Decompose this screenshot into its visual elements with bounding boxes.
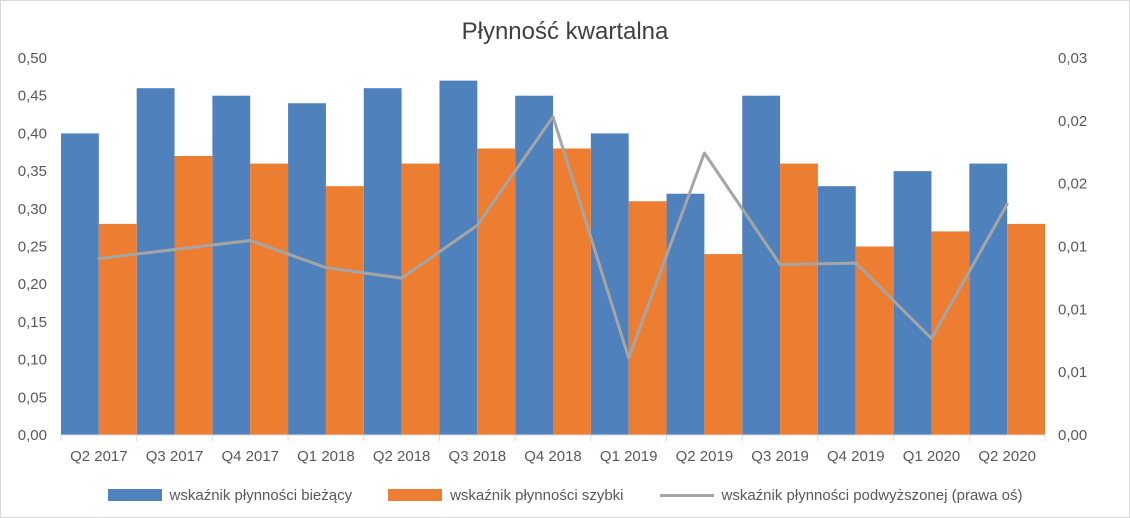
y-right-tick-label: 0,03	[1058, 50, 1087, 67]
bar-current	[893, 171, 932, 435]
legend-swatch-current	[107, 489, 162, 501]
bar-quick	[477, 148, 516, 436]
y-left-tick-label: 0,10	[18, 352, 47, 369]
bar-current	[136, 88, 175, 435]
bar-current	[61, 133, 99, 435]
y-right-tick-label: 0,01	[1058, 364, 1087, 381]
bar-quick	[780, 163, 818, 435]
x-tick-label: Q3 2019	[751, 448, 809, 465]
y-right-tick-label: 0,01	[1058, 239, 1087, 256]
y-right-tick-label: 0,00	[1058, 427, 1087, 444]
x-tick-label: Q2 2019	[676, 448, 734, 465]
x-tick-label: Q2 2017	[70, 448, 128, 465]
bar-quick	[553, 148, 591, 436]
bar-current	[439, 80, 478, 436]
bar-current	[590, 133, 629, 435]
y-left-tick-label: 0,05	[18, 389, 47, 406]
legend-label-quick: wskaźnik płynności szybki	[450, 486, 624, 504]
x-tick-label: Q4 2017	[221, 448, 279, 465]
line-layer	[97, 115, 1009, 360]
y-left-tick-label: 0,15	[18, 314, 47, 331]
y-left-tick-label: 0,45	[18, 88, 47, 105]
x-tick-label: Q3 2018	[449, 448, 507, 465]
x-tick-label: Q2 2020	[978, 448, 1036, 465]
y-left-tick-label: 0,50	[18, 50, 47, 67]
x-tick-label: Q1 2020	[903, 448, 961, 465]
bar-current	[742, 95, 781, 435]
bar-current	[288, 103, 326, 436]
y-right-tick-label: 0,02	[1058, 113, 1087, 130]
legend: wskaźnik płynności bieżący wskaźnik płyn…	[0, 482, 1130, 508]
legend-swatch-increased	[659, 493, 714, 497]
y-left-tick-label: 0,35	[18, 163, 47, 180]
legend-item-current: wskaźnik płynności bieżący	[107, 486, 353, 504]
bar-quick	[325, 186, 364, 435]
y-right-tick-label: 0,02	[1058, 176, 1087, 193]
bar-quick	[628, 201, 667, 435]
legend-label-current: wskaźnik płynności bieżący	[169, 486, 353, 504]
y-left-tick-label: 0,40	[18, 125, 47, 142]
x-tick-label: Q3 2017	[146, 448, 204, 465]
y-left-tick-label: 0,00	[18, 427, 47, 444]
bar-current	[363, 88, 402, 435]
bar-quick	[855, 246, 894, 435]
y-right-tick-label: 0,01	[1058, 301, 1087, 318]
bar-quick	[250, 163, 289, 435]
legend-swatch-quick	[388, 489, 443, 501]
x-tick-label: Q2 2018	[373, 448, 431, 465]
y-left-tick-label: 0,30	[18, 201, 47, 218]
bar-quick	[174, 156, 213, 435]
x-tick-label: Q1 2018	[297, 448, 355, 465]
y-left-tick-label: 0,20	[18, 276, 47, 293]
bar-current	[515, 95, 553, 435]
bar-quick	[704, 254, 743, 435]
legend-item-quick: wskaźnik płynności szybki	[388, 486, 624, 504]
bars-layer	[61, 80, 1045, 436]
bar-current	[212, 95, 251, 435]
chart-title: Płynność kwartalna	[461, 18, 669, 45]
bar-quick	[1007, 223, 1045, 435]
x-tick-label: Q4 2018	[524, 448, 582, 465]
legend-item-increased: wskaźnik płynności podwyższonej (prawa o…	[659, 486, 1023, 504]
line-increased	[97, 115, 1009, 360]
bar-quick	[401, 163, 440, 435]
bar-current	[817, 186, 856, 435]
bar-current	[666, 193, 705, 435]
x-tick-label: Q4 2019	[827, 448, 885, 465]
bar-quick	[931, 231, 970, 435]
axes-layer: Q2 2017 Q3 2017 Q4 2017 Q1 2018 Q2 2018 Q3 20…	[18, 50, 1087, 465]
legend-label-increased: wskaźnik płynności podwyższonej (prawa o…	[721, 486, 1023, 504]
x-tick-label: Q1 2019	[600, 448, 658, 465]
y-left-tick-label: 0,25	[18, 239, 47, 256]
bar-current	[969, 163, 1008, 435]
